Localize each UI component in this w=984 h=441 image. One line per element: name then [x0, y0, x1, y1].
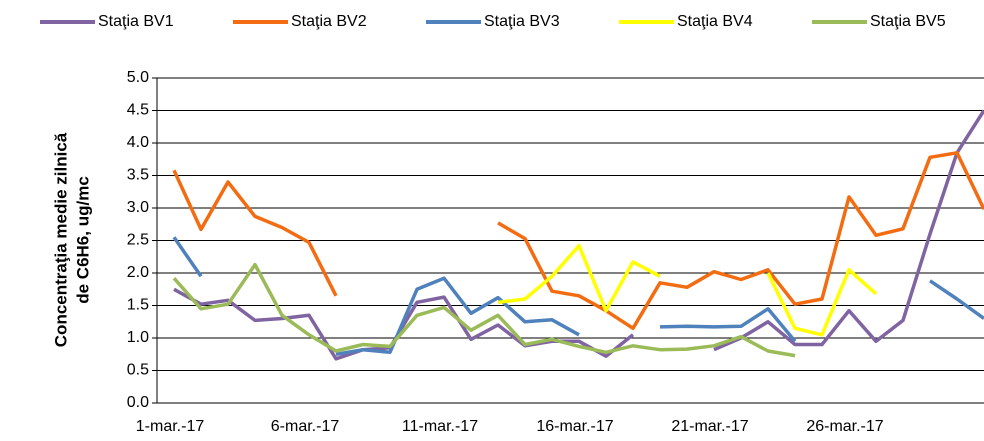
y-tick-label: 0.5 — [127, 362, 149, 379]
y-tick-label: 5.0 — [127, 69, 149, 86]
y-tick-label: 3.0 — [127, 199, 149, 216]
x-tick-label: 21-mar.-17 — [671, 418, 748, 435]
series-line — [172, 236, 984, 357]
y-axis-label: de C6H6, ug/mc — [73, 176, 92, 304]
legend-label: Staţia BV3 — [484, 13, 560, 30]
y-axis-label: Concentraţia medie zilnică — [51, 132, 70, 347]
legend-label: Staţia BV2 — [291, 13, 367, 30]
y-tick-label: 3.5 — [127, 167, 149, 184]
y-tick-label: 1.0 — [127, 329, 149, 346]
y-tick-label: 4.0 — [127, 134, 149, 151]
x-tick-label: 11-mar.-17 — [402, 418, 478, 435]
legend-label: Staţia BV1 — [98, 13, 174, 30]
y-tick-label: 0.0 — [127, 394, 149, 411]
x-tick-label: 26-mar.-17 — [806, 418, 883, 435]
legend-label: Staţia BV4 — [677, 13, 753, 30]
y-tick-label: 4.5 — [127, 102, 149, 119]
x-tick-label: 6-mar.-17 — [271, 418, 340, 435]
series-line — [497, 243, 878, 337]
series-line — [172, 262, 796, 358]
x-tick-label: 1-mar.-17 — [136, 418, 205, 435]
y-tick-label: 1.5 — [127, 297, 149, 314]
x-tick-label: 16-mar.-17 — [536, 418, 613, 435]
series-line — [172, 151, 984, 331]
y-tick-label: 2.0 — [127, 264, 149, 281]
legend-label: Staţia BV5 — [870, 13, 946, 30]
y-tick-label: 2.5 — [127, 232, 149, 249]
